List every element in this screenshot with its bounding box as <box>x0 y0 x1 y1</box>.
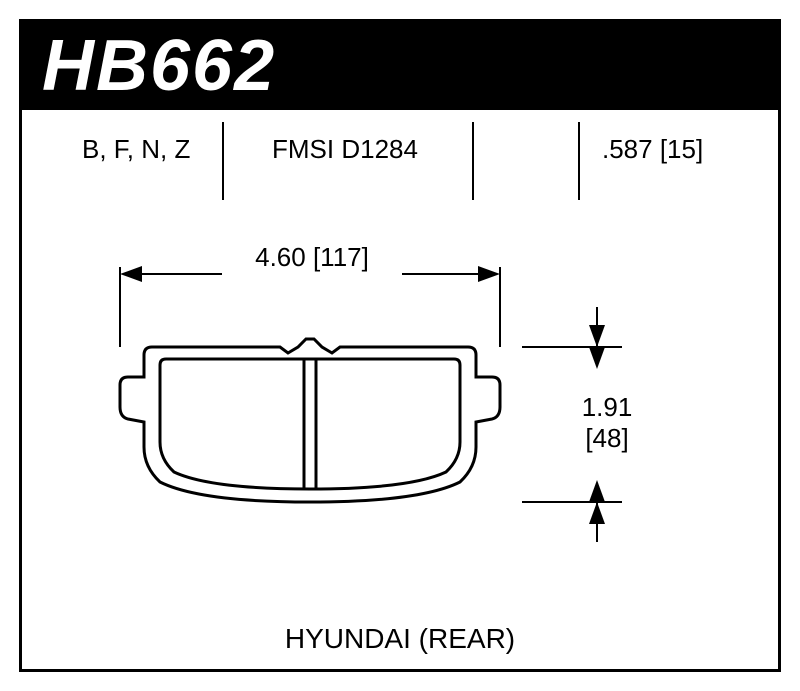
diagram-frame: HB662 B, F, N, Z FMSI D1284 .587 [15] 4.… <box>19 19 781 672</box>
spec-thickness: .587 [15] <box>602 134 703 165</box>
spec-divider-2 <box>472 122 474 200</box>
brake-pad-shape <box>120 339 500 502</box>
spec-divider-3 <box>578 122 580 200</box>
footer-label: HYUNDAI (REAR) <box>22 623 778 655</box>
height-dim-mm: [48] <box>585 423 628 453</box>
dimension-svg <box>22 212 782 642</box>
part-number: HB662 <box>42 25 276 107</box>
height-dim-inches: 1.91 <box>582 392 633 422</box>
height-dimension-label: 1.91 [48] <box>572 392 642 454</box>
spec-divider-1 <box>222 122 224 200</box>
diagram-area: 4.60 [117] <box>22 212 778 642</box>
spec-compounds: B, F, N, Z <box>82 134 190 165</box>
spec-fmsi: FMSI D1284 <box>272 134 418 165</box>
spec-row: B, F, N, Z FMSI D1284 .587 [15] <box>22 122 778 202</box>
header-bar: HB662 <box>22 22 778 110</box>
